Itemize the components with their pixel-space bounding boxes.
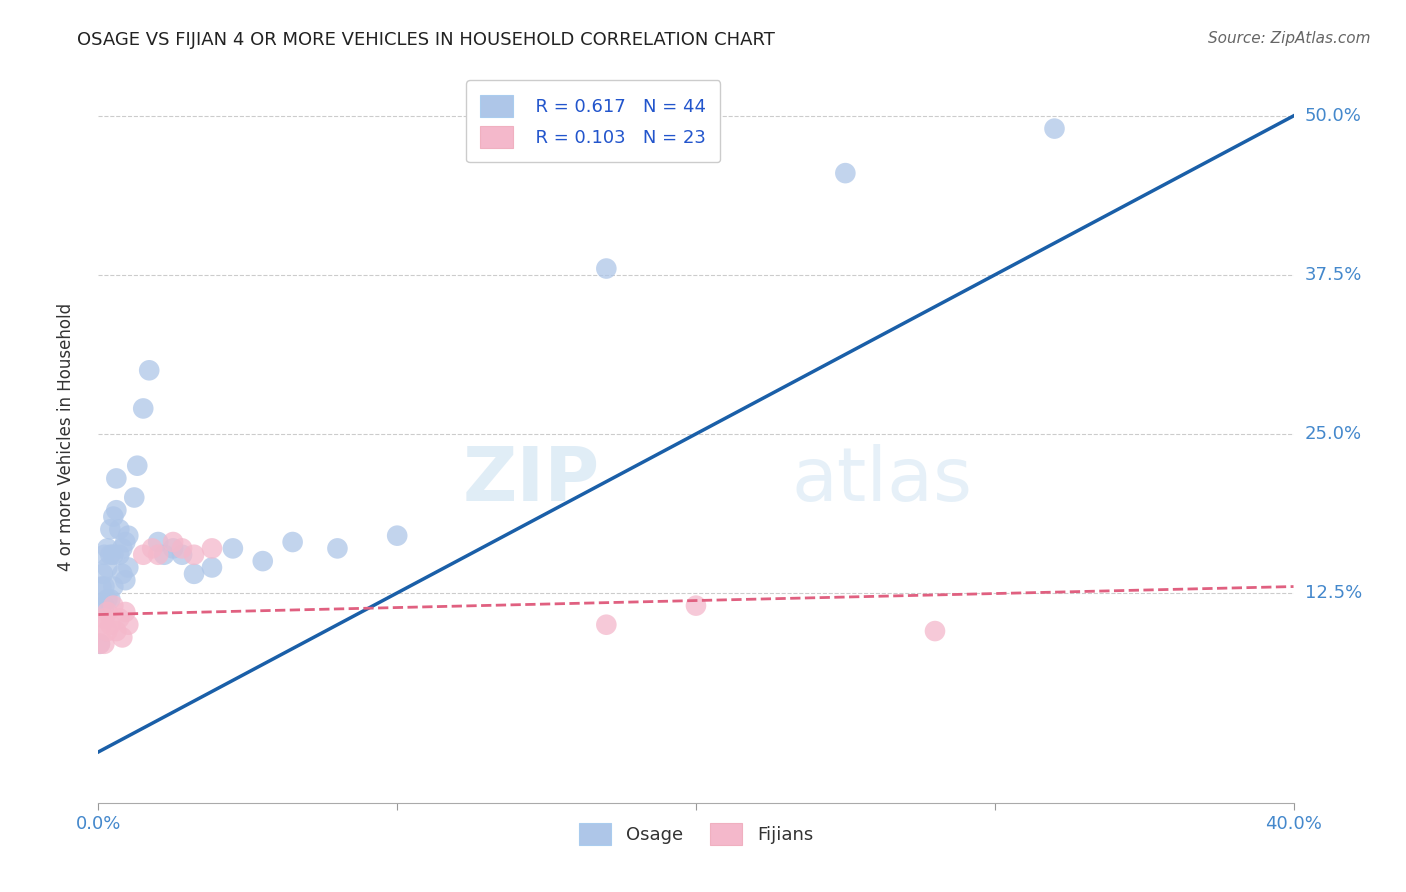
Point bbox=[281, 535, 304, 549]
Point bbox=[222, 541, 245, 556]
Point bbox=[105, 624, 128, 638]
Point bbox=[148, 535, 170, 549]
Point bbox=[103, 548, 125, 562]
Text: atlas: atlas bbox=[792, 444, 973, 517]
Point bbox=[117, 560, 139, 574]
Point bbox=[252, 554, 274, 568]
Point bbox=[93, 599, 115, 613]
Point bbox=[89, 637, 111, 651]
Point bbox=[595, 261, 617, 276]
Point bbox=[148, 548, 170, 562]
Point bbox=[105, 503, 128, 517]
Point bbox=[114, 605, 136, 619]
Point bbox=[141, 541, 163, 556]
Point bbox=[98, 617, 122, 632]
Point bbox=[108, 548, 131, 562]
Point bbox=[111, 566, 134, 581]
Text: Source: ZipAtlas.com: Source: ZipAtlas.com bbox=[1208, 31, 1371, 46]
Point bbox=[326, 541, 349, 556]
Point bbox=[183, 566, 205, 581]
Point bbox=[385, 529, 409, 543]
Point bbox=[162, 541, 184, 556]
Point bbox=[103, 509, 125, 524]
Point bbox=[117, 617, 139, 632]
Point bbox=[111, 541, 134, 556]
Point bbox=[105, 471, 128, 485]
Point bbox=[108, 522, 131, 536]
Point bbox=[1043, 121, 1066, 136]
Point bbox=[172, 541, 194, 556]
Point bbox=[114, 535, 136, 549]
Point bbox=[103, 599, 125, 613]
Point bbox=[834, 166, 856, 180]
Point bbox=[96, 541, 118, 556]
Point bbox=[93, 548, 115, 562]
Point bbox=[93, 611, 115, 625]
Point bbox=[685, 599, 707, 613]
Point bbox=[132, 401, 155, 416]
Point bbox=[96, 605, 118, 619]
Point bbox=[183, 548, 205, 562]
Point bbox=[595, 617, 617, 632]
Point bbox=[91, 566, 114, 581]
Y-axis label: 4 or more Vehicles in Household: 4 or more Vehicles in Household bbox=[56, 303, 75, 571]
Point bbox=[114, 573, 136, 587]
Point bbox=[124, 491, 146, 505]
Point bbox=[90, 617, 112, 632]
Text: 25.0%: 25.0% bbox=[1305, 425, 1362, 443]
Point bbox=[108, 611, 131, 625]
Text: 12.5%: 12.5% bbox=[1305, 584, 1362, 602]
Point bbox=[96, 624, 118, 638]
Point bbox=[96, 592, 118, 607]
Point bbox=[117, 529, 139, 543]
Point bbox=[103, 580, 125, 594]
Point bbox=[162, 535, 184, 549]
Point bbox=[98, 592, 122, 607]
Point bbox=[924, 624, 946, 638]
Point bbox=[98, 548, 122, 562]
Point bbox=[201, 541, 224, 556]
Point bbox=[111, 631, 134, 645]
Point bbox=[93, 637, 115, 651]
Point bbox=[127, 458, 149, 473]
Point bbox=[98, 522, 122, 536]
Text: OSAGE VS FIJIAN 4 OR MORE VEHICLES IN HOUSEHOLD CORRELATION CHART: OSAGE VS FIJIAN 4 OR MORE VEHICLES IN HO… bbox=[77, 31, 775, 49]
Point bbox=[138, 363, 160, 377]
Text: ZIP: ZIP bbox=[463, 444, 600, 517]
Point bbox=[90, 599, 112, 613]
Point bbox=[89, 637, 111, 651]
Text: 37.5%: 37.5% bbox=[1305, 266, 1362, 284]
Point bbox=[153, 548, 176, 562]
Legend: Osage, Fijians: Osage, Fijians bbox=[564, 809, 828, 860]
Point bbox=[93, 580, 115, 594]
Point bbox=[90, 580, 112, 594]
Text: 50.0%: 50.0% bbox=[1305, 107, 1361, 125]
Point bbox=[172, 548, 194, 562]
Point bbox=[201, 560, 224, 574]
Point bbox=[132, 548, 155, 562]
Point bbox=[96, 560, 118, 574]
